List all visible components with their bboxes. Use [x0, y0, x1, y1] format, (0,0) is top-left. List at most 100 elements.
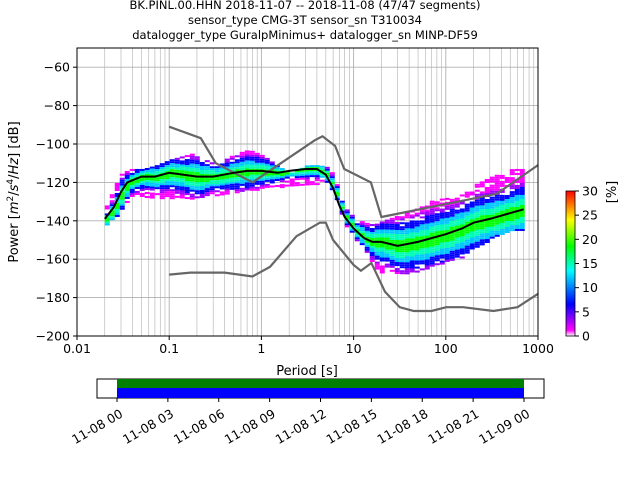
pdf-cell [479, 201, 485, 204]
pdf-cell [419, 244, 425, 247]
pdf-cell [424, 241, 430, 244]
colorbar-tick-label: 15 [582, 256, 598, 271]
pdf-cell [184, 179, 190, 182]
pdf-cell [454, 223, 460, 226]
pdf-cell [429, 238, 435, 241]
pdf-cell [479, 237, 485, 240]
pdf-cell [359, 243, 365, 246]
y-tick-label: −120 [36, 175, 70, 190]
pdf-cell [499, 204, 505, 207]
pdf-cell [159, 195, 165, 198]
pdf-cell [329, 180, 335, 183]
pdf-cell [414, 252, 420, 255]
pdf-cell [184, 185, 190, 188]
pdf-cell [424, 249, 430, 252]
pdf-cell [189, 171, 195, 174]
pdf-cell [479, 241, 485, 244]
pdf-cell [169, 177, 175, 180]
pdf-cell [244, 182, 250, 185]
pdf-cell [369, 228, 375, 231]
pdf-cell [509, 215, 515, 218]
pdf-cell [269, 165, 275, 168]
pdf-cell [124, 186, 130, 189]
pdf-cell [399, 238, 405, 241]
pdf-cell [404, 260, 410, 263]
pdf-cell [499, 182, 505, 185]
pdf-cell [454, 253, 460, 256]
pdf-cell [419, 210, 425, 213]
pdf-cell [289, 184, 295, 187]
pdf-cell [279, 168, 285, 171]
pdf-cell [219, 177, 225, 180]
pdf-cell [479, 185, 485, 188]
pdf-cell [449, 240, 455, 243]
pdf-cell [484, 237, 490, 240]
pdf-cell [274, 174, 280, 177]
pdf-cell [249, 162, 255, 165]
pdf-cell [509, 207, 515, 210]
pdf-cell [474, 213, 480, 216]
pdf-cell [454, 237, 460, 240]
pdf-cell [479, 211, 485, 214]
pdf-cell [494, 200, 500, 203]
pdf-cell [369, 252, 375, 255]
pdf-cell [224, 162, 230, 165]
pdf-cell [494, 210, 500, 213]
pdf-cell [394, 222, 400, 225]
pdf-cell [174, 167, 180, 170]
pdf-cell [419, 236, 425, 239]
pdf-cell [389, 261, 395, 264]
pdf-cell [439, 230, 445, 233]
pdf-cell [369, 256, 375, 259]
pdf-cell [394, 228, 400, 231]
pdf-cell [299, 177, 305, 180]
pdf-cell [109, 212, 115, 215]
pdf-cell [519, 226, 525, 229]
pdf-cell [464, 229, 470, 232]
pdf-cell [294, 172, 300, 175]
pdf-cell [444, 251, 450, 254]
pdf-cell [444, 253, 450, 256]
pdf-cell [444, 221, 450, 224]
pdf-cell [354, 227, 360, 230]
pdf-cell [409, 234, 415, 237]
pdf-cell [439, 232, 445, 235]
pdf-cell [144, 196, 150, 199]
pdf-cell [364, 242, 370, 245]
pdf-cell [419, 234, 425, 237]
pdf-cell [304, 173, 310, 176]
pdf-cell [519, 228, 525, 231]
pdf-cell [409, 230, 415, 233]
pdf-cell [254, 186, 260, 189]
pdf-cell [504, 225, 510, 228]
pdf-cell [384, 245, 390, 248]
pdf-cell [494, 196, 500, 199]
pdf-cell [519, 224, 525, 227]
timeline-tick-label: 11-08 12 [273, 406, 329, 447]
pdf-cell [474, 243, 480, 246]
pdf-cell [254, 182, 260, 185]
pdf-cell [459, 224, 465, 227]
pdf-cell [234, 183, 240, 186]
pdf-cell [519, 170, 525, 173]
pdf-cell [444, 227, 450, 230]
pdf-cell [254, 188, 260, 191]
pdf-cell [509, 201, 515, 204]
pdf-cell [394, 264, 400, 267]
pdf-cell [484, 221, 490, 224]
pdf-cell [434, 239, 440, 242]
y-axis-ticks: −60 −80 −100 −120 −140 −160 −180 −200 [36, 60, 77, 344]
pdf-cell [314, 175, 320, 178]
pdf-cell [404, 272, 410, 275]
pdf-cell [204, 160, 210, 163]
pdf-cell [459, 246, 465, 249]
pdf-cell [434, 259, 440, 262]
pdf-cell [484, 199, 490, 202]
pdf-cell [199, 181, 205, 184]
pdf-cell [394, 234, 400, 237]
pdf-cell [459, 240, 465, 243]
pdf-cell [459, 194, 465, 197]
pdf-cell [469, 207, 475, 210]
pdf-cell [179, 190, 185, 193]
pdf-cell [374, 257, 380, 260]
